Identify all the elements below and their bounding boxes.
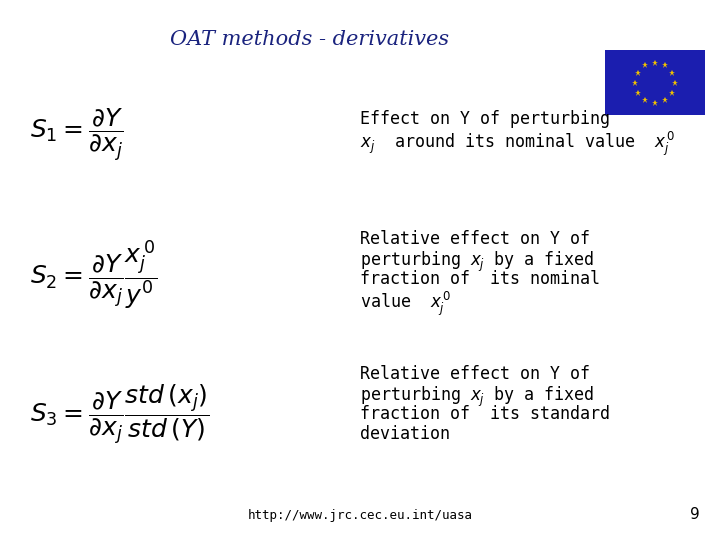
Text: Relative effect on Y of: Relative effect on Y of: [360, 365, 590, 383]
Text: $S_2 = \dfrac{\partial Y}{\partial x_j} \dfrac{x_j^{\,0}}{y^0}$: $S_2 = \dfrac{\partial Y}{\partial x_j} …: [30, 239, 158, 312]
Text: value  $x_j^{\,0}$: value $x_j^{\,0}$: [360, 290, 451, 318]
Text: http://www.jrc.cec.eu.int/uasa: http://www.jrc.cec.eu.int/uasa: [248, 509, 472, 522]
FancyBboxPatch shape: [605, 50, 705, 115]
Text: Relative effect on Y of: Relative effect on Y of: [360, 230, 590, 248]
Text: perturbing $x_j$ by a fixed: perturbing $x_j$ by a fixed: [360, 250, 594, 274]
Text: $S_3 = \dfrac{\partial Y}{\partial x_j} \dfrac{\mathit{std}\,(x_j)}{\mathit{std}: $S_3 = \dfrac{\partial Y}{\partial x_j} …: [30, 383, 210, 447]
Text: Effect on Y of perturbing: Effect on Y of perturbing: [360, 110, 610, 128]
Text: $x_j$  around its nominal value  $x_j^{\,0}$: $x_j$ around its nominal value $x_j^{\,0…: [360, 130, 675, 158]
Text: OAT methods - derivatives: OAT methods - derivatives: [171, 30, 449, 49]
Text: 9: 9: [690, 507, 700, 522]
Text: fraction of  its nominal: fraction of its nominal: [360, 270, 600, 288]
Text: perturbing $x_j$ by a fixed: perturbing $x_j$ by a fixed: [360, 385, 594, 409]
Text: fraction of  its standard: fraction of its standard: [360, 405, 610, 423]
Text: deviation: deviation: [360, 425, 450, 443]
Text: $S_1 = \dfrac{\partial Y}{\partial x_j}$: $S_1 = \dfrac{\partial Y}{\partial x_j}$: [30, 107, 124, 163]
